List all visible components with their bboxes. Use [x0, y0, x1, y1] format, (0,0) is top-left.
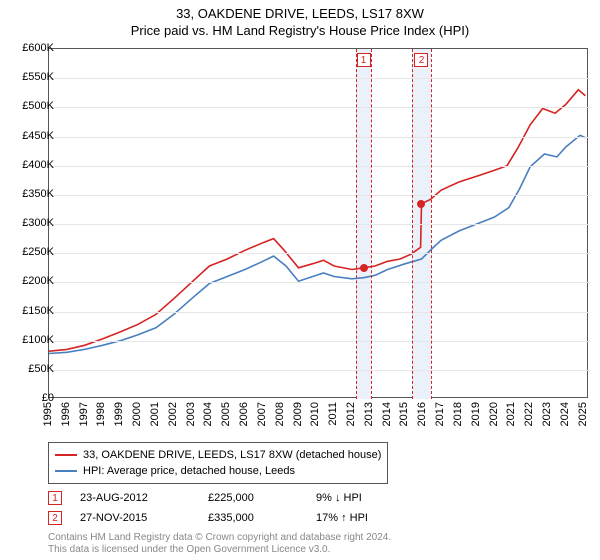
sale-dot: [417, 200, 425, 208]
x-tick-label: 2021: [505, 402, 517, 426]
x-tick-label: 2004: [202, 402, 214, 426]
y-tick-label: £100K: [22, 334, 54, 346]
x-tick-label: 2003: [185, 402, 197, 426]
x-tick-label: 2015: [398, 402, 410, 426]
y-tick-label: £300K: [22, 217, 54, 229]
sale-dot: [360, 264, 368, 272]
footer-line: This data is licensed under the Open Gov…: [48, 544, 391, 556]
sale-dashed-line: [412, 49, 413, 399]
y-tick-label: £150K: [22, 305, 54, 317]
x-tick-label: 2022: [523, 402, 535, 426]
legend: 33, OAKDENE DRIVE, LEEDS, LS17 8XW (deta…: [48, 442, 588, 484]
gridline: [49, 78, 589, 79]
plot-area: 12: [48, 48, 588, 398]
gridline: [49, 341, 589, 342]
legend-box: 33, OAKDENE DRIVE, LEEDS, LS17 8XW (deta…: [48, 442, 388, 484]
legend-item-hpi: HPI: Average price, detached house, Leed…: [55, 463, 381, 479]
y-tick-label: £600K: [22, 42, 54, 54]
x-tick-label: 1999: [113, 402, 125, 426]
footer-attribution: Contains HM Land Registry data © Crown c…: [48, 532, 391, 556]
x-tick-label: 2020: [488, 402, 500, 426]
y-tick-label: £250K: [22, 246, 54, 258]
sale-dashed-line: [356, 49, 357, 399]
x-tick-label: 2008: [274, 402, 286, 426]
gridline: [49, 370, 589, 371]
gridline: [49, 107, 589, 108]
chart: 12: [48, 48, 588, 398]
sale-dashed-line: [431, 49, 432, 399]
x-tick-label: 2009: [292, 402, 304, 426]
series-line-hpi: [49, 135, 585, 353]
legend-item-price-paid: 33, OAKDENE DRIVE, LEEDS, LS17 8XW (deta…: [55, 447, 381, 463]
sale-price: £335,000: [208, 512, 298, 524]
sale-date: 23-AUG-2012: [80, 492, 190, 504]
gridline: [49, 195, 589, 196]
x-tick-label: 2012: [345, 402, 357, 426]
sale-marker-table: 2: [48, 511, 62, 525]
page-subtitle: Price paid vs. HM Land Registry's House …: [0, 21, 600, 42]
x-tick-label: 2005: [220, 402, 232, 426]
x-tick-label: 2002: [167, 402, 179, 426]
sale-marker-chart: 1: [357, 53, 371, 67]
gridline: [49, 282, 589, 283]
x-tick-label: 2014: [381, 402, 393, 426]
x-tick-label: 2024: [559, 402, 571, 426]
x-tick-label: 2018: [452, 402, 464, 426]
sale-marker-chart: 2: [414, 53, 428, 67]
sale-date: 27-NOV-2015: [80, 512, 190, 524]
x-tick-label: 2006: [238, 402, 250, 426]
legend-swatch: [55, 454, 77, 456]
x-axis-ticks: 1995199619971998199920002001200220032004…: [48, 398, 588, 438]
gridline: [49, 166, 589, 167]
x-tick-label: 1998: [95, 402, 107, 426]
sale-pct-vs-hpi: 9% ↓ HPI: [316, 492, 426, 504]
x-tick-label: 2016: [416, 402, 428, 426]
x-tick-label: 1996: [60, 402, 72, 426]
x-tick-label: 2007: [256, 402, 268, 426]
gridline: [49, 253, 589, 254]
x-tick-label: 2023: [541, 402, 553, 426]
y-tick-label: £0: [42, 392, 54, 404]
sale-dashed-line: [371, 49, 372, 399]
x-tick-label: 2019: [470, 402, 482, 426]
y-tick-label: £200K: [22, 275, 54, 287]
legend-label: HPI: Average price, detached house, Leed…: [83, 463, 295, 479]
legend-label: 33, OAKDENE DRIVE, LEEDS, LS17 8XW (deta…: [83, 447, 381, 463]
y-tick-label: £350K: [22, 188, 54, 200]
y-tick-label: £50K: [28, 363, 54, 375]
x-tick-label: 2017: [434, 402, 446, 426]
x-tick-label: 2011: [327, 402, 339, 426]
sale-price: £225,000: [208, 492, 298, 504]
page-title: 33, OAKDENE DRIVE, LEEDS, LS17 8XW: [0, 0, 600, 21]
y-tick-label: £500K: [22, 100, 54, 112]
x-tick-label: 1995: [42, 402, 54, 426]
x-tick-label: 2001: [149, 402, 161, 426]
y-tick-label: £550K: [22, 71, 54, 83]
footer-line: Contains HM Land Registry data © Crown c…: [48, 532, 391, 544]
sales-table: 1 23-AUG-2012 £225,000 9% ↓ HPI 2 27-NOV-2015…: [48, 488, 426, 528]
y-tick-label: £450K: [22, 130, 54, 142]
sale-pct-vs-hpi: 17% ↑ HPI: [316, 512, 426, 524]
gridline: [49, 312, 589, 313]
sale-row: 1 23-AUG-2012 £225,000 9% ↓ HPI: [48, 488, 426, 508]
x-tick-label: 2000: [131, 402, 143, 426]
x-tick-label: 2013: [363, 402, 375, 426]
y-tick-label: £400K: [22, 159, 54, 171]
gridline: [49, 137, 589, 138]
x-tick-label: 2025: [577, 402, 589, 426]
sale-marker-table: 1: [48, 491, 62, 505]
x-tick-label: 1997: [78, 402, 90, 426]
sale-row: 2 27-NOV-2015 £335,000 17% ↑ HPI: [48, 508, 426, 528]
legend-swatch: [55, 470, 77, 472]
gridline: [49, 224, 589, 225]
x-tick-label: 2010: [309, 402, 321, 426]
